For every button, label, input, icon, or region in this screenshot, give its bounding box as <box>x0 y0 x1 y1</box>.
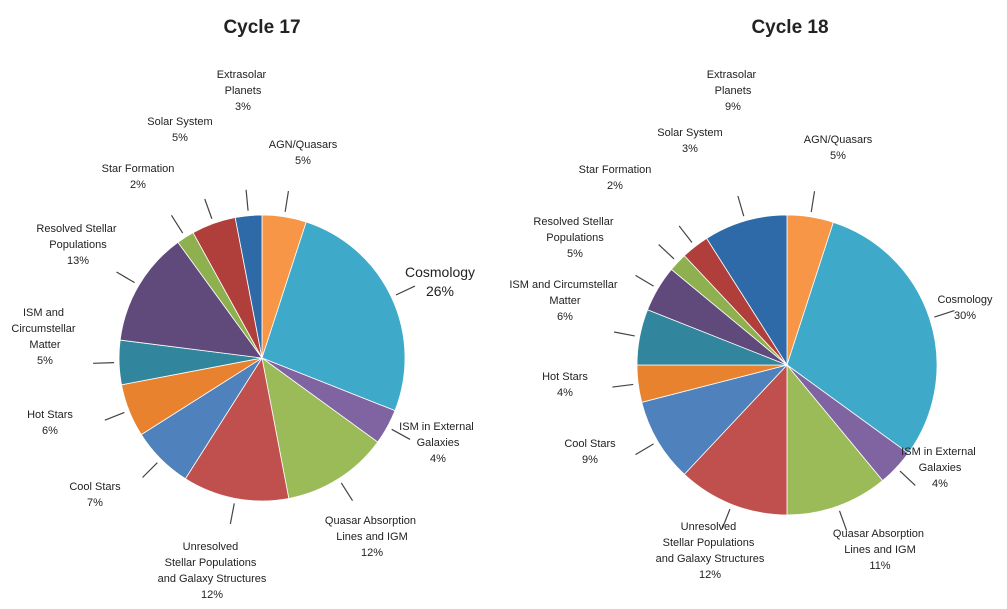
leader-line <box>934 310 955 318</box>
leader-line <box>116 271 135 284</box>
value-label: 12% <box>699 569 721 581</box>
value-label: 12% <box>201 589 223 601</box>
value-label: 5% <box>172 132 188 144</box>
pie-slice <box>786 221 938 454</box>
slice-label: AGN/Quasars <box>269 139 338 151</box>
value-label: 12% <box>361 547 383 559</box>
leader-line <box>229 503 235 525</box>
pie-slice <box>786 363 884 516</box>
leader-line <box>395 285 416 296</box>
leader-line <box>284 190 290 212</box>
pie-slice <box>119 241 263 359</box>
slice-label: Resolved Stellar Populations <box>533 216 616 244</box>
slice-label: Cool Stars <box>564 438 616 450</box>
pie-slice <box>261 357 379 499</box>
slice-label: Solar System <box>657 127 722 139</box>
value-label: 6% <box>557 311 573 323</box>
value-label: 4% <box>430 453 446 465</box>
leader-line <box>340 482 354 502</box>
leader-line <box>245 189 249 211</box>
slice-label: Solar System <box>147 116 212 128</box>
leader-line <box>391 428 411 440</box>
pie-slice <box>234 214 263 359</box>
leader-line <box>204 198 213 219</box>
slice-label: Unresolved Stellar Populations and Galax… <box>158 541 267 585</box>
pie-slice <box>706 214 788 367</box>
leader-line <box>838 510 848 531</box>
leader-line <box>93 362 115 364</box>
slice-label: ISM in External Galaxies <box>399 421 477 449</box>
value-label: 9% <box>582 454 598 466</box>
value-label: 3% <box>235 101 251 113</box>
slice-label: Cosmology <box>405 264 475 280</box>
value-label: 2% <box>130 179 146 191</box>
leader-line <box>612 383 634 388</box>
slice-label: Hot Stars <box>542 371 588 383</box>
value-label: 4% <box>557 387 573 399</box>
value-label: 30% <box>954 310 976 322</box>
leader-line <box>810 191 816 213</box>
pie-slice <box>641 364 789 475</box>
value-label: 7% <box>87 497 103 509</box>
slice-label: ISM and Circumstellar Matter <box>509 279 620 307</box>
slice-label: Star Formation <box>102 163 175 175</box>
leader-line <box>721 508 731 529</box>
slice-label: Resolved Stellar Populations <box>36 223 119 251</box>
value-label: 3% <box>682 143 698 155</box>
value-label: 5% <box>37 355 53 367</box>
slice-label: Unresolved Stellar Populations and Galax… <box>656 521 765 565</box>
leader-line <box>104 411 125 421</box>
value-label: 26% <box>426 283 454 299</box>
pie-slice <box>184 356 290 502</box>
value-label: 11% <box>869 560 890 572</box>
slice-label: Hot Stars <box>27 409 73 421</box>
pie-slice <box>261 221 406 412</box>
slice-label: ISM and Circumstellar Matter <box>11 307 78 351</box>
slice-label: Extrasolar Planets <box>217 69 270 97</box>
slice-label: Cosmology <box>937 294 993 306</box>
value-label: 5% <box>295 155 311 167</box>
slice-label: Quasar Absorption Lines and IGM <box>325 515 419 543</box>
value-label: 2% <box>607 180 623 192</box>
leader-line <box>737 195 745 217</box>
value-label: 5% <box>830 150 846 162</box>
slice-label: Extrasolar Planets <box>707 69 760 97</box>
value-label: 4% <box>932 478 948 490</box>
leader-line <box>899 470 916 486</box>
pie-slice <box>683 363 788 516</box>
value-label: 9% <box>725 101 741 113</box>
value-label: 5% <box>567 248 583 260</box>
chart-title: Cycle 17 <box>223 17 300 38</box>
slice-label: Quasar Absorption Lines and IGM <box>833 528 927 556</box>
leader-line <box>678 225 693 243</box>
leader-line <box>170 214 184 234</box>
leader-line <box>658 244 675 260</box>
value-label: 6% <box>42 425 58 437</box>
slice-label: ISM in External Galaxies <box>901 446 979 474</box>
slice-label: Cool Stars <box>69 481 121 493</box>
chart-title: Cycle 18 <box>751 17 828 38</box>
slice-label: AGN/Quasars <box>804 134 873 146</box>
value-label: 13% <box>67 255 89 267</box>
leader-line <box>142 462 158 478</box>
slice-label: Star Formation <box>579 164 652 176</box>
leader-line <box>635 274 654 287</box>
leader-line <box>635 443 654 456</box>
leader-line <box>614 331 635 337</box>
